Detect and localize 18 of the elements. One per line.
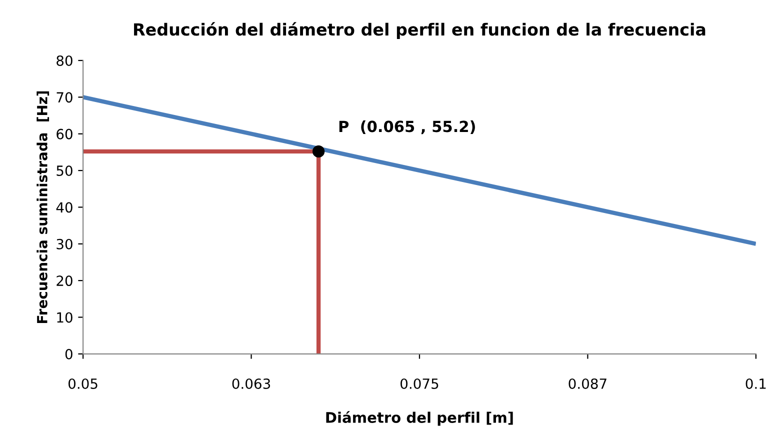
y-tick-label: 80 xyxy=(56,55,72,66)
y-tick-label: 20 xyxy=(56,276,72,286)
y-tick-label: 70 xyxy=(56,92,72,103)
y-tick-label: 30 xyxy=(56,238,72,250)
y-tick-label: 50 xyxy=(56,165,72,176)
x-tick-label: 0.05 xyxy=(68,378,98,389)
x-tick-label: 0.075 xyxy=(400,378,438,389)
chart-title: Reducción del diámetro del perfil en funcion de la frecuencia xyxy=(134,22,706,39)
x-tick-label: 0.063 xyxy=(232,378,270,389)
y-tick-label: 10 xyxy=(57,312,72,323)
y-tick-label: 40 xyxy=(56,202,72,213)
x-axis-title: Diámetro del perfil [m] xyxy=(326,411,513,426)
y-axis-title: Frecuencia suministrada [Hz] xyxy=(36,91,50,323)
x-tick-label: 0.1 xyxy=(746,378,766,389)
y-tick-label: 60 xyxy=(56,128,72,140)
y-tick-label: 0 xyxy=(65,348,72,360)
x-tick-label: 0.087 xyxy=(568,378,606,389)
annotation: P (0.065 , 55.2) xyxy=(339,120,475,134)
